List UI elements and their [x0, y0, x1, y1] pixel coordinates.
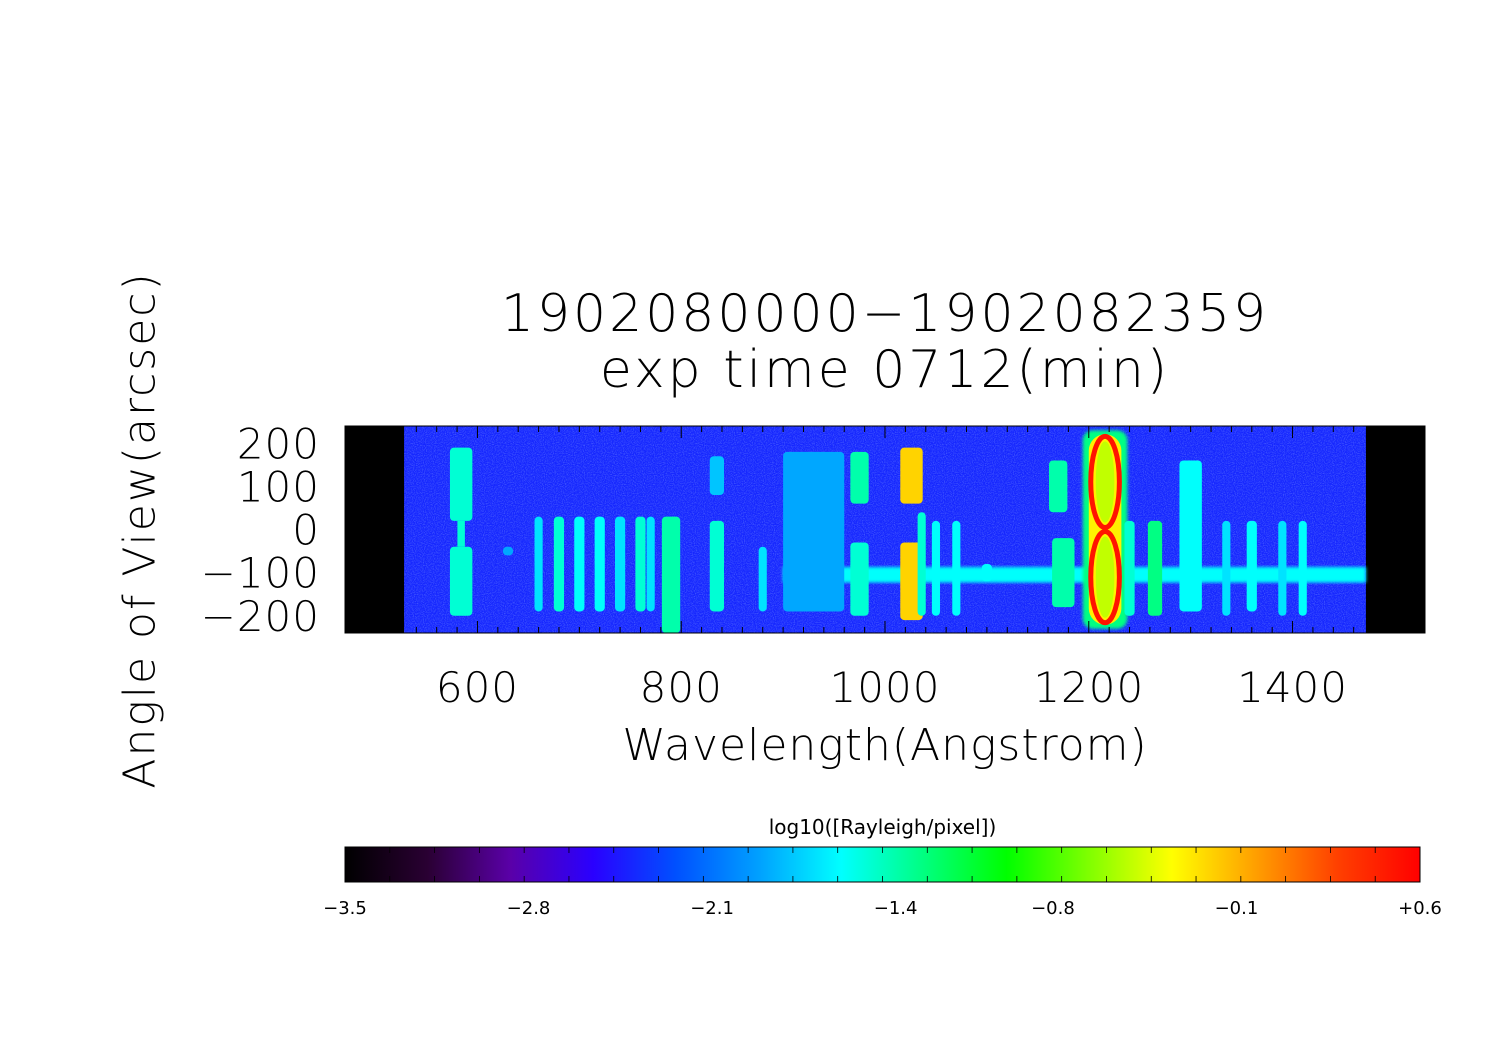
emission-line: [981, 564, 992, 582]
x-axis-label: Wavelength(Angstrom): [622, 720, 1148, 771]
colorbar-tick-label: −2.8: [507, 898, 551, 919]
emission-line: [1278, 520, 1287, 616]
x-tick-label: 1400: [1237, 663, 1348, 712]
emission-line-lyman-alpha: [1082, 430, 1128, 629]
emission-line: [931, 520, 941, 616]
colorbar-tick-label: −2.1: [690, 898, 734, 919]
emission-line: [449, 447, 473, 616]
emission-line: [758, 546, 767, 612]
emission-line: [850, 542, 869, 616]
x-tick-label: 600: [436, 663, 519, 712]
emission-line: [574, 516, 585, 612]
colorbar-tick-label: +0.6: [1398, 898, 1442, 919]
emission-line: [1179, 460, 1202, 612]
x-tick-label: 1000: [830, 663, 941, 712]
emission-line: [709, 456, 725, 495]
colorbar-tick-label: −0.8: [1031, 898, 1075, 919]
y-tick-label: 0: [292, 506, 320, 555]
emission-line: [783, 451, 845, 612]
colorbar-tick-label: −1.4: [874, 898, 918, 919]
spectrum-image: [404, 426, 1366, 633]
colorbar-ticks: −3.5 −2.8 −2.1 −1.4 −0.8 −0.1 +0.6: [323, 847, 1442, 919]
chart-subtitle: exp time 0712(min): [599, 340, 1171, 400]
emission-line: [1049, 460, 1068, 513]
y-tick-label: −100: [201, 549, 320, 598]
emission-line: [661, 516, 681, 633]
emission-line: [709, 520, 725, 612]
x-tick-label: 1200: [1033, 663, 1144, 712]
emission-line: [502, 546, 514, 556]
emission-line: [850, 451, 869, 504]
chart-title: 1902080000−1902082359: [500, 284, 1270, 344]
emission-line: [900, 447, 923, 504]
emission-line: [534, 516, 543, 612]
emission-line: [1222, 520, 1231, 616]
colorbar-tick-label: −0.1: [1215, 898, 1259, 919]
emission-line: [594, 516, 605, 612]
noise-texture: [404, 426, 1366, 633]
emission-line: [553, 516, 565, 612]
continuum-band: [783, 567, 1366, 583]
emission-line: [900, 542, 923, 621]
x-axis: 600 800 1000 1200 1400: [375, 426, 1416, 712]
emission-line: [1246, 520, 1257, 612]
emission-line: [1147, 520, 1163, 616]
emission-line: [1052, 538, 1075, 608]
x-tick-label: 800: [640, 663, 723, 712]
y-tick-label: 200: [237, 419, 320, 468]
colorbar-tick-label: −3.5: [323, 898, 367, 919]
emission-line: [952, 520, 961, 616]
y-tick-label: −200: [201, 592, 320, 641]
emission-line: [615, 516, 626, 612]
emission-line: [917, 512, 926, 616]
emission-line: [1298, 520, 1307, 616]
emission-line: [635, 516, 646, 612]
colorbar-label: log10([Rayleigh/pixel]): [768, 815, 997, 839]
y-tick-label: 100: [237, 462, 320, 511]
y-axis-label: Angle of View(arcsec): [114, 271, 166, 789]
emission-line: [646, 516, 655, 612]
emission-line: [1124, 520, 1135, 616]
